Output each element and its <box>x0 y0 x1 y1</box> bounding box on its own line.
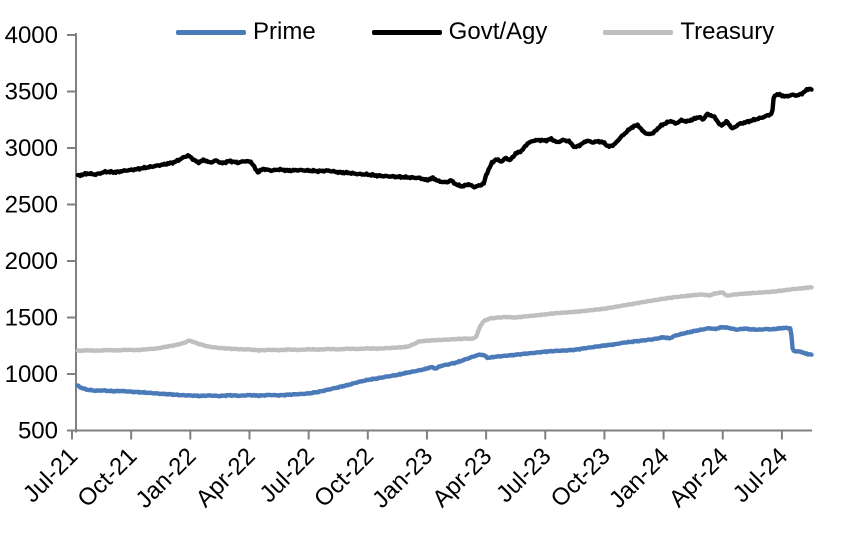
y-tick-label: 2500 <box>5 192 58 219</box>
series-line-treasury <box>75 285 814 354</box>
x-tick-label: Apr-22 <box>191 443 261 513</box>
x-tick-label: Apr-23 <box>427 443 497 513</box>
y-tick-label: 500 <box>18 418 58 445</box>
series-line-govt-agy <box>75 86 814 190</box>
treasury-line-swatch <box>603 29 674 35</box>
legend-label-prime: Prime <box>253 18 316 45</box>
x-tick-label: Jul-21 <box>18 443 83 508</box>
x-tick-label: Jul-24 <box>728 443 793 508</box>
y-tick-label: 3500 <box>5 79 58 106</box>
legend-label-govt-agy: Govt/Agy <box>448 18 548 45</box>
x-tick-label: Jul-23 <box>491 443 556 508</box>
legend-item-treasury: Treasury <box>603 20 774 44</box>
y-tick-label: 2000 <box>5 248 58 275</box>
y-tick-label: 1000 <box>5 361 58 388</box>
legend-label-treasury: Treasury <box>680 18 775 45</box>
x-tick-label: Oct-23 <box>546 443 616 513</box>
chart-legend: Prime Govt/Agy Treasury <box>176 20 774 44</box>
y-tick-label: 1500 <box>5 305 58 332</box>
x-tick-label: Apr-24 <box>664 443 734 513</box>
y-tick-label: 3000 <box>5 135 58 162</box>
x-tick-label: Jan-24 <box>604 443 675 514</box>
prime-line-swatch <box>176 29 246 35</box>
govt-agy-line-swatch <box>371 29 442 35</box>
x-tick-label: Jan-23 <box>367 443 438 514</box>
legend-item-prime: Prime <box>176 20 316 44</box>
x-tick-label: Jul-22 <box>255 443 320 508</box>
series-line-prime <box>75 324 814 399</box>
x-tick-label: Oct-21 <box>72 443 142 513</box>
legend-item-govt-agy: Govt/Agy <box>371 18 548 45</box>
y-tick-label: 4000 <box>5 22 58 49</box>
x-tick-label: Jan-22 <box>131 443 202 514</box>
x-tick-label: Oct-22 <box>309 443 379 513</box>
